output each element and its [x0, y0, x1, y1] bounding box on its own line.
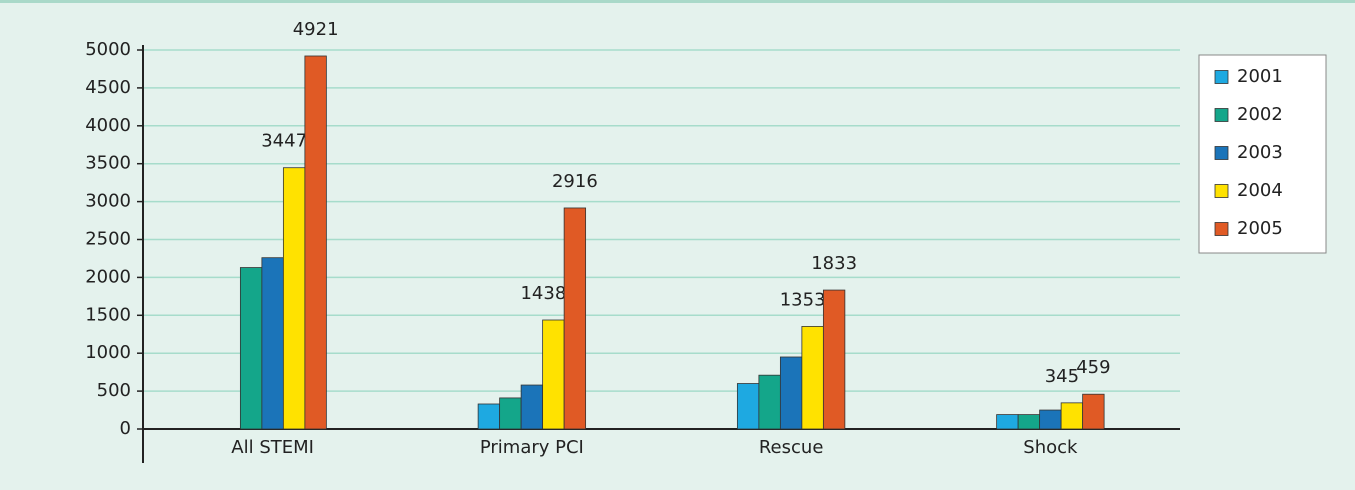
- bar: [563, 207, 587, 430]
- y-tick-label: 2500: [85, 229, 131, 250]
- bar: [779, 356, 803, 430]
- bar: [1017, 414, 1041, 430]
- bar: [499, 397, 522, 430]
- y-tick-label: 5000: [85, 39, 131, 60]
- y-tick-label: 2000: [85, 266, 131, 287]
- x-tick-label: Primary PCI: [480, 437, 584, 458]
- y-tick-label: 1000: [85, 342, 131, 363]
- bar: [239, 267, 263, 430]
- data-label: 1438: [520, 283, 566, 304]
- x-tick-label: Shock: [1023, 437, 1078, 458]
- legend-swatch: [1214, 70, 1229, 84]
- y-tick-label: 4500: [85, 77, 131, 98]
- bar: [520, 384, 544, 430]
- bar: [1039, 409, 1062, 430]
- y-tick-label: 3500: [85, 153, 131, 174]
- x-tick-label: Rescue: [759, 437, 824, 458]
- legend-label: 2003: [1237, 142, 1283, 163]
- y-tick-label: 3000: [85, 191, 131, 212]
- bar: [801, 326, 824, 430]
- legend-label: 2001: [1237, 66, 1283, 87]
- y-tick-label: 1500: [85, 304, 131, 325]
- data-label: 345: [1045, 366, 1079, 387]
- data-label: 1353: [780, 289, 826, 310]
- y-tick-label: 4000: [85, 115, 131, 136]
- legend-swatch: [1214, 146, 1229, 160]
- data-label: 459: [1076, 357, 1110, 378]
- bar: [282, 167, 306, 430]
- bar: [996, 414, 1019, 430]
- y-tick-label: 500: [97, 380, 131, 401]
- legend-label: 2002: [1237, 104, 1283, 125]
- x-tick-label: All STEMI: [231, 437, 314, 458]
- bar: [736, 383, 760, 430]
- data-label: 4921: [293, 19, 339, 40]
- data-label: 2916: [552, 171, 598, 192]
- bar: [1082, 393, 1105, 430]
- y-tick-label: 0: [120, 418, 131, 439]
- bar: [822, 289, 846, 430]
- data-label: 1833: [811, 253, 857, 274]
- legend-label: 2005: [1237, 218, 1283, 239]
- top-border: [0, 0, 1355, 3]
- bar: [477, 403, 501, 430]
- legend-swatch: [1214, 222, 1229, 236]
- bar: [261, 257, 284, 430]
- data-label: 3447: [261, 131, 307, 152]
- bar: [758, 374, 781, 430]
- legend-swatch: [1214, 108, 1229, 122]
- legend-swatch: [1214, 184, 1229, 198]
- legend-label: 2004: [1237, 180, 1283, 201]
- bar: [304, 55, 327, 430]
- bar: [1060, 402, 1084, 430]
- bar: [542, 319, 565, 430]
